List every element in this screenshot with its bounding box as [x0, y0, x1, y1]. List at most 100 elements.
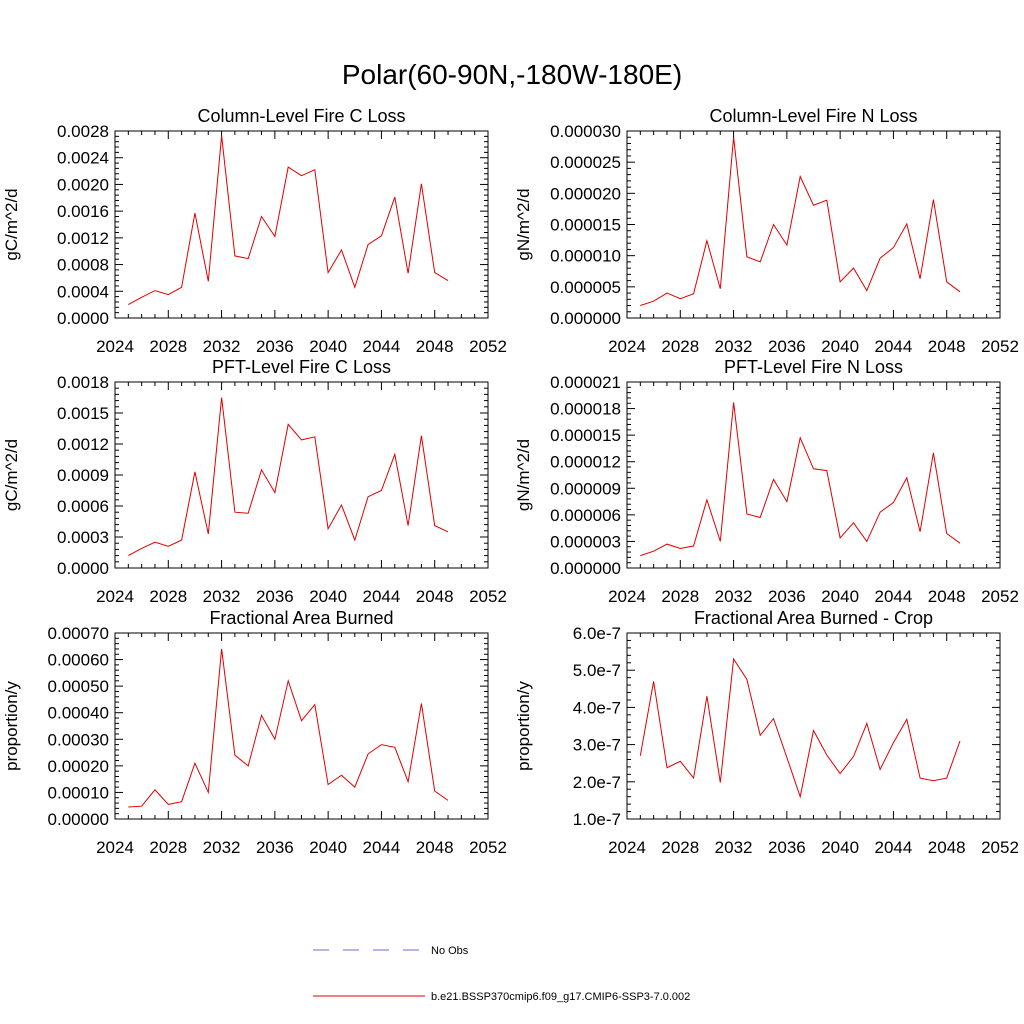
y-tick-label: 0.00000	[48, 810, 109, 829]
x-tick-label: 2040	[821, 587, 859, 606]
y-tick-label: 0.0015	[57, 404, 109, 423]
x-tick-label: 2040	[309, 838, 347, 857]
y-tick-label: 0.0024	[57, 149, 109, 168]
y-tick-label: 0.000025	[550, 153, 621, 172]
y-tick-label: 0.000018	[550, 400, 621, 419]
y-tick-label: 0.00060	[48, 651, 109, 670]
panels-container: Column-Level Fire C Loss gC/m^2/d 2024 2028…	[2, 106, 1019, 857]
chart-title: Column-Level Fire N Loss	[709, 106, 917, 126]
series-line	[640, 402, 961, 557]
y-tick-label: 0.00040	[48, 704, 109, 723]
chart-title: PFT-Level Fire C Loss	[212, 357, 391, 377]
y-tick-label: 6.0e-7	[573, 624, 621, 643]
y-tick-label: 0.0012	[57, 435, 109, 454]
series-line	[128, 648, 449, 808]
x-tick-label: 2052	[469, 337, 507, 356]
x-tick-label: 2032	[715, 838, 753, 857]
y-tick-label: 0.00030	[48, 730, 109, 749]
x-tick-label: 2044	[363, 587, 401, 606]
y-axis-label: gC/m^2/d	[2, 439, 21, 511]
y-tick-label: 0.00070	[48, 624, 109, 643]
chart-title: Column-Level Fire C Loss	[197, 106, 405, 126]
chart-title: Fractional Area Burned - Crop	[694, 608, 933, 628]
x-tick-label: 2032	[203, 838, 241, 857]
x-tick-label: 2052	[981, 587, 1019, 606]
series-line	[128, 397, 449, 557]
x-tick-label: 2024	[96, 838, 134, 857]
y-tick-label: 0.000021	[550, 373, 621, 392]
y-axis-label: proportion/y	[2, 681, 21, 771]
y-tick-label: 3.0e-7	[573, 736, 621, 755]
y-axis-label: gN/m^2/d	[514, 188, 533, 260]
y-tick-label: 0.000010	[550, 247, 621, 266]
y-tick-label: 0.000000	[550, 559, 621, 578]
y-tick-label: 0.000015	[550, 216, 621, 235]
series-line	[640, 137, 961, 306]
x-tick-label: 2052	[469, 838, 507, 857]
y-tick-label: 0.0012	[57, 229, 109, 248]
x-tick-label: 2024	[96, 337, 134, 356]
x-tick-label: 2032	[203, 587, 241, 606]
y-tick-label: 0.00020	[48, 757, 109, 776]
y-tick-label: 4.0e-7	[573, 698, 621, 717]
y-tick-label: 0.000006	[550, 506, 621, 525]
y-tick-label: 0.0016	[57, 202, 109, 221]
y-tick-label: 0.000003	[550, 532, 621, 551]
y-tick-label: 0.000000	[550, 309, 621, 328]
x-tick-label: 2036	[768, 587, 806, 606]
chart-panel: PFT-Level Fire N Loss gN/m^2/d 2024 2028 203…	[514, 357, 1019, 606]
x-tick-label: 2032	[715, 587, 753, 606]
plot-frame	[626, 632, 1001, 820]
x-tick-label: 2028	[149, 838, 187, 857]
y-tick-label: 0.0000	[57, 309, 109, 328]
x-tick-label: 2040	[309, 337, 347, 356]
x-tick-label: 2028	[661, 587, 699, 606]
y-tick-label: 0.0006	[57, 497, 109, 516]
y-tick-label: 0.000005	[550, 278, 621, 297]
x-tick-label: 2028	[149, 587, 187, 606]
x-tick-label: 2044	[875, 838, 913, 857]
x-tick-label: 2036	[256, 838, 294, 857]
x-tick-label: 2032	[715, 337, 753, 356]
y-tick-label: 0.000012	[550, 453, 621, 472]
x-tick-label: 2052	[469, 587, 507, 606]
x-tick-label: 2028	[149, 337, 187, 356]
x-tick-label: 2036	[768, 838, 806, 857]
x-tick-label: 2048	[416, 587, 454, 606]
series-line	[639, 657, 961, 799]
x-tick-label: 2052	[981, 337, 1019, 356]
x-tick-label: 2028	[661, 337, 699, 356]
x-tick-label: 2032	[203, 337, 241, 356]
chart-panel: Column-Level Fire N Loss gN/m^2/d 2024 2028…	[514, 106, 1019, 356]
plot-frame	[626, 381, 1001, 569]
y-tick-label: 0.0020	[57, 175, 109, 194]
y-axis-label: proportion/y	[514, 681, 533, 771]
y-axis-label: gN/m^2/d	[514, 439, 533, 511]
x-tick-label: 2040	[821, 838, 859, 857]
plot-frame	[114, 381, 489, 569]
y-tick-label: 0.0009	[57, 466, 109, 485]
x-tick-label: 2044	[363, 337, 401, 356]
y-tick-label: 0.000030	[550, 122, 621, 141]
chart-title: PFT-Level Fire N Loss	[724, 357, 903, 377]
y-tick-label: 0.00050	[48, 677, 109, 696]
chart-panel: Fractional Area Burned - Crop proportion/…	[514, 608, 1019, 857]
x-tick-label: 2048	[416, 337, 454, 356]
y-tick-label: 0.0004	[57, 282, 109, 301]
y-tick-label: 0.000020	[550, 184, 621, 203]
x-tick-label: 2048	[928, 838, 966, 857]
x-tick-label: 2048	[928, 587, 966, 606]
y-tick-label: 5.0e-7	[573, 661, 621, 680]
x-tick-label: 2044	[363, 838, 401, 857]
plot-frame	[114, 130, 489, 319]
x-tick-label: 2044	[875, 587, 913, 606]
plot-frame	[114, 632, 489, 820]
y-tick-label: 0.000015	[550, 426, 621, 445]
y-tick-label: 2.0e-7	[573, 773, 621, 792]
figure-title: Polar(60-90N,-180W-180E)	[342, 59, 682, 90]
x-tick-label: 2052	[981, 838, 1019, 857]
chart-title: Fractional Area Burned	[209, 608, 393, 628]
x-tick-label: 2024	[608, 587, 646, 606]
y-tick-label: 0.0028	[57, 122, 109, 141]
